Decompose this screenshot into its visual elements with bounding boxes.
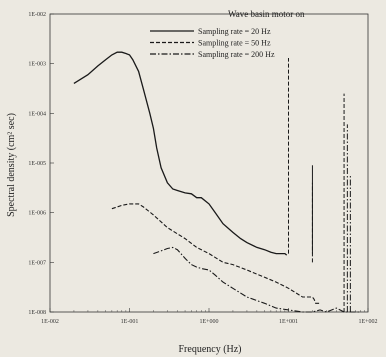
x-tick-label: 1E-001: [121, 319, 139, 325]
legend-entry-2: Sampling rate = 50 Hz: [198, 39, 271, 48]
series-line-3: [153, 246, 361, 313]
y-tick-label: 1E-004: [28, 111, 46, 117]
chart-title: Wave basin motor on: [228, 9, 305, 19]
y-tick-label: 1E-005: [28, 161, 46, 167]
y-tick-label: 1E-003: [28, 62, 46, 68]
x-tick-label: 1E+001: [279, 319, 298, 325]
x-axis-label: Frequency (Hz): [178, 344, 241, 355]
series-line-1: [73, 51, 288, 256]
y-tick-label: 1E-006: [28, 211, 46, 217]
x-tick-label: 1E-002: [41, 319, 59, 325]
y-tick-label: 1E-007: [28, 260, 46, 266]
y-axis-label: Spectral density (cm² sec): [6, 113, 17, 217]
x-tick-label: 1E+000: [199, 319, 218, 325]
series-line-2: [111, 203, 321, 304]
x-tick-label: 1E+002: [358, 319, 377, 325]
legend-entry-1: Sampling rate = 20 Hz: [198, 27, 271, 36]
legend-entry-3: Sampling rate = 200 Hz: [198, 50, 275, 59]
y-tick-label: 1E-002: [28, 12, 46, 18]
y-tick-label: 1E-008: [28, 310, 46, 316]
